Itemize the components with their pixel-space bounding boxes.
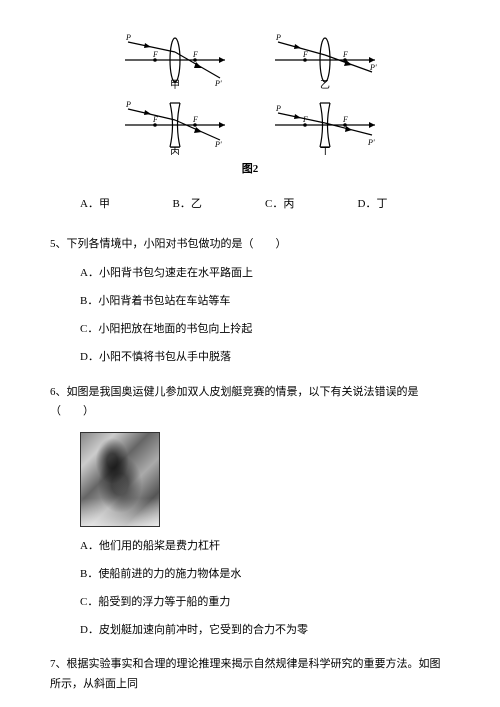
- svg-text:F: F: [152, 50, 158, 59]
- svg-text:F: F: [192, 50, 198, 59]
- lens-diagram-bing: F F P P' 丙: [120, 95, 230, 155]
- lens-diagram-jia: F F P P' 甲: [120, 30, 230, 90]
- diagram-row-1: F F P P' 甲 F F P P' 乙: [50, 30, 450, 90]
- svg-text:P': P': [369, 63, 377, 72]
- lens-diagram-ding: F F P P' 丁: [270, 95, 380, 155]
- svg-text:乙: 乙: [320, 79, 330, 90]
- svg-text:P: P: [275, 33, 281, 42]
- diagram-row-2: F F P P' 丙 F F P P' 丁: [50, 95, 450, 155]
- q6-option-d: D．皮划艇加速向前冲时，它受到的合力不为零: [80, 621, 450, 641]
- svg-text:P': P': [214, 140, 222, 149]
- choice-d: D．丁: [358, 195, 451, 215]
- svg-text:F: F: [302, 50, 308, 59]
- figure-caption: 图2: [50, 160, 450, 180]
- q6-option-c: C．船受到的浮力等于船的重力: [80, 593, 450, 613]
- choice-c: C．丙: [265, 195, 358, 215]
- svg-text:P': P': [367, 138, 375, 147]
- q6-stem: 6、如图是我国奥运健儿参加双人皮划艇竞赛的情景，以下有关说法错误的是（ ）: [50, 383, 450, 423]
- choice-a: A．甲: [80, 195, 173, 215]
- kayak-photo: [80, 432, 160, 527]
- q5-option-a: A．小阳背书包匀速走在水平路面上: [80, 264, 450, 284]
- svg-text:丙: 丙: [170, 147, 180, 155]
- q7-stem: 7、根据实验事实和合理的理论推理来揭示自然规律是科学研究的重要方法。如图所示，从…: [50, 655, 450, 695]
- svg-text:F: F: [342, 50, 348, 59]
- q5-option-c: C．小阳把放在地面的书包向上拎起: [80, 320, 450, 340]
- q4-choices: A．甲 B．乙 C．丙 D．丁: [80, 195, 450, 215]
- q6-option-b: B．使船前进的力的施力物体是水: [80, 565, 450, 585]
- q5-option-d: D．小阳不慎将书包从手中脱落: [80, 348, 450, 368]
- q5-option-b: B．小阳背着书包站在车站等车: [80, 292, 450, 312]
- svg-text:P: P: [125, 33, 131, 42]
- svg-text:F: F: [192, 115, 198, 124]
- svg-text:F: F: [342, 115, 348, 124]
- choice-b: B．乙: [173, 195, 266, 215]
- svg-text:P: P: [125, 100, 131, 109]
- svg-text:P': P': [214, 79, 222, 88]
- q5-stem: 5、下列各情境中，小阳对书包做功的是（ ）: [50, 235, 450, 255]
- svg-text:甲: 甲: [170, 80, 180, 90]
- q6-option-a: A．他们用的船桨是费力杠杆: [80, 537, 450, 557]
- svg-text:P: P: [275, 104, 281, 113]
- svg-text:丁: 丁: [320, 147, 330, 155]
- lens-diagram-yi: F F P P' 乙: [270, 30, 380, 90]
